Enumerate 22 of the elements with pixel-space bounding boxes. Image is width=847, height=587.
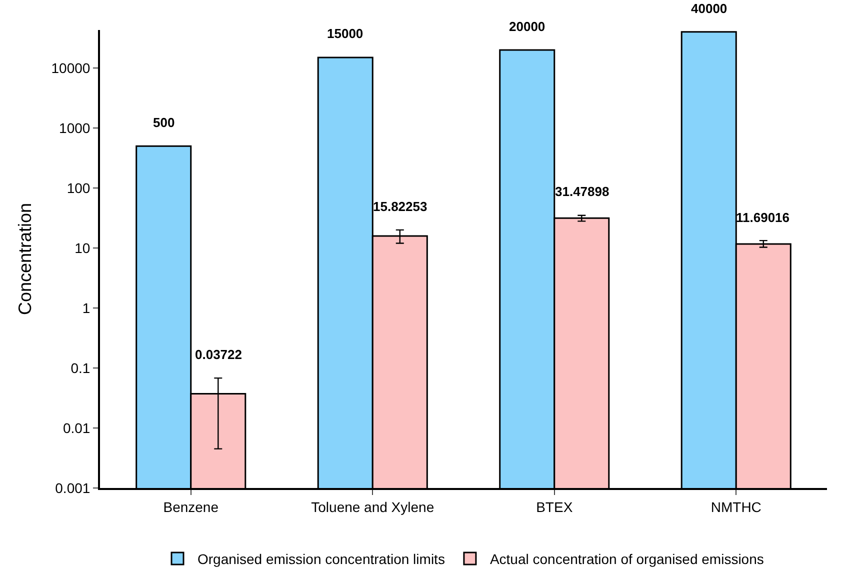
y-tick-label: 0.1: [70, 360, 90, 376]
y-tick-label: 100: [66, 180, 90, 196]
legend-label: Organised emission concentration limits: [198, 551, 445, 568]
x-tick-label: Benzene: [163, 498, 219, 515]
x-tick-label: NMTHC: [710, 498, 762, 515]
y-tick-label: 10: [74, 240, 90, 256]
data-label: 15.82253: [373, 199, 428, 214]
y-tick-label: 1000: [59, 120, 90, 136]
data-label: 500: [153, 115, 175, 130]
data-label: 0.03722: [195, 347, 242, 362]
y-tick-label: 0.01: [62, 420, 90, 436]
data-label: 15000: [327, 26, 364, 41]
y-axis-title: Concentration: [14, 202, 35, 316]
y-tick-label: 10000: [51, 60, 90, 76]
y-tick-label: 1: [82, 300, 90, 316]
data-label: 40000: [691, 1, 728, 16]
data-label: 20000: [509, 19, 546, 34]
x-tick-label: BTEX: [536, 498, 574, 515]
data-label: 31.47898: [555, 184, 610, 199]
y-tick-label: 0.001: [55, 480, 90, 496]
legend-label: Actual concentration of organised emissions: [490, 551, 764, 568]
x-tick-label: Toluene and Xylene: [311, 498, 434, 515]
